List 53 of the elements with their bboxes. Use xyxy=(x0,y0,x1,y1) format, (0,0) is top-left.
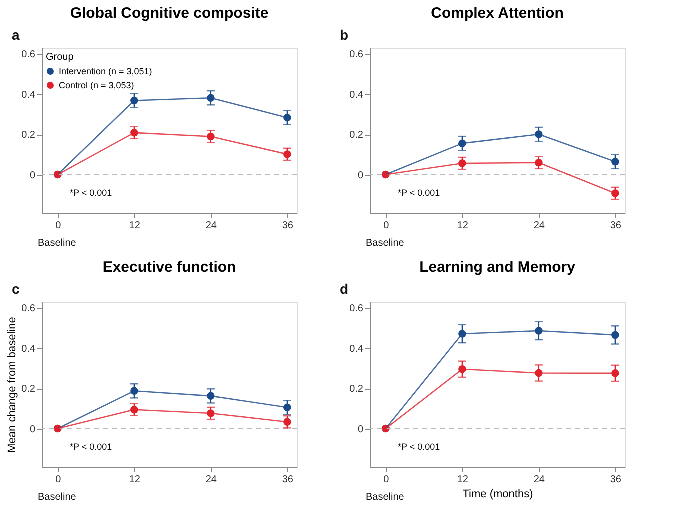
x-axis-title: Time (months) xyxy=(462,488,534,500)
legend-label: Control (n = 3,053) xyxy=(59,80,134,90)
legend-title: Group xyxy=(46,52,74,63)
y-tick-label: 0.6 xyxy=(350,304,364,315)
x-tick-label: 24 xyxy=(206,220,218,232)
x-tick-label: 24 xyxy=(534,474,546,486)
y-tick-label: 0.4 xyxy=(22,344,36,355)
y-tick-label: 0.6 xyxy=(22,304,36,315)
chart-title: Global Cognitive composite xyxy=(70,5,269,22)
y-tick-label: 0.6 xyxy=(22,50,36,61)
y-tick-label: 0.2 xyxy=(350,384,364,396)
x-tick-label: 0 xyxy=(384,220,390,232)
y-tick-label: 0 xyxy=(30,170,36,182)
y-tick-label: 0.4 xyxy=(350,90,364,101)
y-tick-label: 0.4 xyxy=(350,344,364,355)
y-tick-label: 0 xyxy=(358,424,364,436)
y-tick-label: 0.6 xyxy=(350,50,364,61)
x-tick-label: 0 xyxy=(56,474,62,486)
y-tick-label: 0.4 xyxy=(22,90,36,101)
y-axis-title: Mean change from baseline xyxy=(6,317,19,453)
text: Baseline xyxy=(38,238,77,249)
y-tick-label: 0 xyxy=(30,424,36,436)
x-tick-label: 24 xyxy=(206,474,218,486)
annotation: *P < 0.001 xyxy=(70,188,112,198)
x-tick-label: 0 xyxy=(384,474,390,486)
annotation: *P < 0.001 xyxy=(398,442,440,452)
y-tick-label: 0 xyxy=(358,170,364,182)
chart-title: Executive function xyxy=(102,259,236,276)
text: d xyxy=(340,281,349,297)
x-tick-label: 12 xyxy=(457,474,469,486)
text: Baseline xyxy=(366,492,405,503)
x-tick-label: 24 xyxy=(534,220,546,232)
chart-title: Learning and Memory xyxy=(420,259,576,276)
x-tick-label: 12 xyxy=(129,474,141,486)
x-tick-label: 12 xyxy=(457,220,469,232)
text: Baseline xyxy=(366,238,405,249)
legend-label: Intervention (n = 3,051) xyxy=(59,66,152,76)
y-tick-label: 0.2 xyxy=(22,130,36,142)
text: Baseline xyxy=(38,492,77,503)
x-tick-label: 36 xyxy=(610,220,622,232)
x-tick-label: 36 xyxy=(610,474,622,486)
text: c xyxy=(12,281,20,297)
x-tick-label: 12 xyxy=(129,220,141,232)
x-tick-label: 36 xyxy=(282,220,294,232)
text: b xyxy=(340,27,349,43)
annotation: *P < 0.001 xyxy=(398,188,440,198)
chart-title: Complex Attention xyxy=(431,5,564,22)
annotation: *P < 0.001 xyxy=(70,442,112,452)
x-tick-label: 36 xyxy=(282,474,294,486)
text: a xyxy=(12,27,20,43)
y-tick-label: 0.2 xyxy=(22,384,36,396)
x-tick-label: 0 xyxy=(56,220,62,232)
y-tick-label: 0.2 xyxy=(350,130,364,142)
